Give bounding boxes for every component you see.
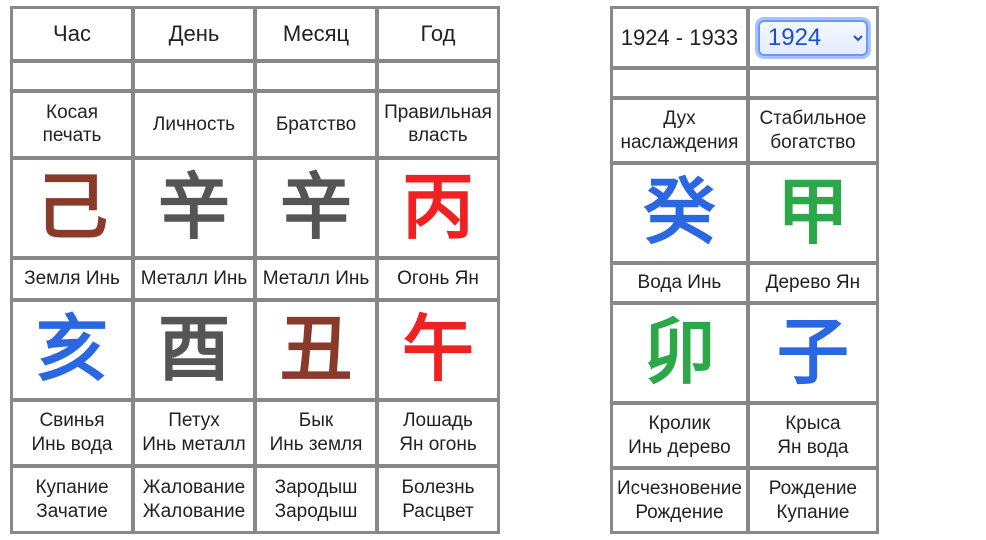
- phase-cell: РождениеКупание: [749, 469, 877, 532]
- branch-glyph-cell: 卯: [612, 304, 747, 402]
- header-day: День: [134, 8, 254, 60]
- animal-cell: КрысаЯн вода: [749, 404, 877, 467]
- stem-glyph-cell: 甲: [749, 164, 877, 262]
- header-row: Час День Месяц Год: [12, 8, 498, 60]
- stem-glyph-cell: 辛: [256, 159, 376, 257]
- animal-element-row: СвиньяИнь вода ПетухИнь металл БыкИнь зе…: [12, 401, 498, 466]
- side-branch-glyph-row: 卯 子: [612, 304, 877, 402]
- animal-cell: КроликИнь дерево: [612, 404, 747, 467]
- deity-cell: Правильная власть: [378, 92, 498, 157]
- animal-cell: БыкИнь земля: [256, 401, 376, 466]
- branch-glyph-cell: 丑: [256, 301, 376, 399]
- animal-cell: ЛошадьЯн огонь: [378, 401, 498, 466]
- header-hour: Час: [12, 8, 132, 60]
- stem-element-cell: Огонь Ян: [378, 259, 498, 299]
- animal-cell: ПетухИнь металл: [134, 401, 254, 466]
- phase-cell: ЗародышЗародыш: [256, 467, 376, 532]
- stem-element-row: Земля Инь Металл Инь Металл Инь Огонь Ян: [12, 259, 498, 299]
- branch-glyph-cell: 午: [378, 301, 498, 399]
- header-year: Год: [378, 8, 498, 60]
- stem-glyph-cell: 癸: [612, 164, 747, 262]
- deity-cell: Стабильное богатство: [749, 99, 877, 162]
- bazi-side-table: 1924 - 1933 1924 Дух наслаждения Стабиль…: [610, 6, 879, 534]
- phase-cell: КупаниеЗачатие: [12, 467, 132, 532]
- phase-cell: БолезньРасцвет: [378, 467, 498, 532]
- stem-element-cell: Вода Инь: [612, 264, 747, 303]
- branch-glyph-cell: 子: [749, 304, 877, 402]
- bazi-main-table: Час День Месяц Год Косая печать Личность…: [10, 6, 500, 534]
- year-range-cell: 1924 - 1933: [612, 8, 747, 67]
- side-deity-row: Дух наслаждения Стабильное богатство: [612, 99, 877, 162]
- deity-cell: Косая печать: [12, 92, 132, 157]
- stem-element-cell: Металл Инь: [256, 259, 376, 299]
- side-stem-glyph-row: 癸 甲: [612, 164, 877, 262]
- year-select[interactable]: 1924: [758, 20, 868, 56]
- phase-row: КупаниеЗачатие ЖалованиеЖалование Зароды…: [12, 467, 498, 532]
- branch-glyph-cell: 亥: [12, 301, 132, 399]
- side-header-row: 1924 - 1933 1924: [612, 8, 877, 67]
- stem-glyph-cell: 己: [12, 159, 132, 257]
- side-phase-row: ИсчезновениеРождение РождениеКупание: [612, 469, 877, 532]
- header-month: Месяц: [256, 8, 376, 60]
- deity-row: Косая печать Личность Братство Правильна…: [12, 92, 498, 157]
- spacer-row: [612, 69, 877, 97]
- stem-glyph-row: 己 辛 辛 丙: [12, 159, 498, 257]
- stem-element-cell: Дерево Ян: [749, 264, 877, 303]
- stem-element-cell: Земля Инь: [12, 259, 132, 299]
- deity-cell: Дух наслаждения: [612, 99, 747, 162]
- branch-glyph-row: 亥 酉 丑 午: [12, 301, 498, 399]
- stem-glyph-cell: 丙: [378, 159, 498, 257]
- deity-cell: Братство: [256, 92, 376, 157]
- phase-cell: ИсчезновениеРождение: [612, 469, 747, 532]
- spacer-row: [12, 62, 498, 90]
- stem-glyph-cell: 辛: [134, 159, 254, 257]
- side-stem-element-row: Вода Инь Дерево Ян: [612, 264, 877, 303]
- phase-cell: ЖалованиеЖалование: [134, 467, 254, 532]
- year-select-cell: 1924: [749, 8, 877, 67]
- side-animal-element-row: КроликИнь дерево КрысаЯн вода: [612, 404, 877, 467]
- branch-glyph-cell: 酉: [134, 301, 254, 399]
- stem-element-cell: Металл Инь: [134, 259, 254, 299]
- animal-cell: СвиньяИнь вода: [12, 401, 132, 466]
- deity-cell: Личность: [134, 92, 254, 157]
